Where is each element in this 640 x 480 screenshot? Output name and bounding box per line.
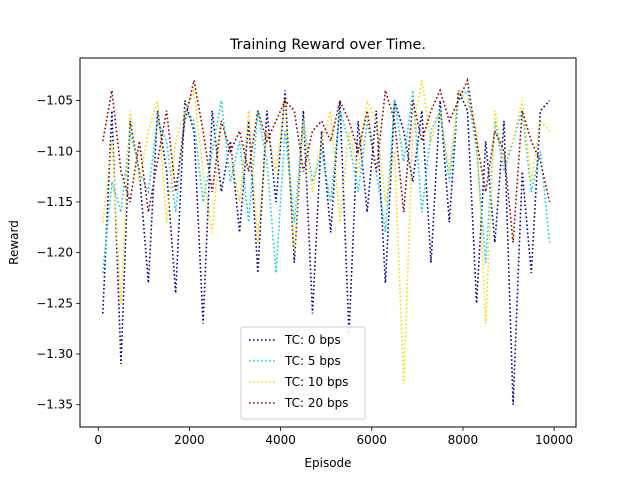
series-line-3 xyxy=(102,80,551,385)
x-tick-label: 6000 xyxy=(356,433,387,447)
x-tick-label: 10000 xyxy=(535,433,573,447)
y-tick-label: −1.05 xyxy=(36,94,73,108)
x-tick-label: 2000 xyxy=(174,433,205,447)
legend-label: TC: 10 bps xyxy=(284,375,348,389)
y-tick-label: −1.10 xyxy=(36,144,73,158)
axes-frame xyxy=(79,57,577,428)
y-tick-label: −1.35 xyxy=(36,398,73,412)
x-tick-label: 4000 xyxy=(265,433,296,447)
series-line-2 xyxy=(102,88,551,273)
y-tick-label: −1.25 xyxy=(36,296,73,310)
x-axis-title: Episode xyxy=(304,456,351,470)
y-tick-label: −1.20 xyxy=(36,246,73,260)
chart-title: Training Reward over Time. xyxy=(229,37,426,53)
y-axis: −1.35 −1.30 −1.25 −1.20 −1.15 −1.10 −1.05 xyxy=(36,94,80,412)
x-axis: 0 2000 4000 6000 8000 10000 xyxy=(94,427,573,447)
x-tick-label: 8000 xyxy=(448,433,479,447)
legend-label: TC: 5 bps xyxy=(284,354,341,368)
legend: TC: 0 bps TC: 5 bps TC: 10 bps TC: 20 bps xyxy=(240,326,366,420)
y-axis-title: Reward xyxy=(7,220,21,265)
series-line-4 xyxy=(102,77,551,243)
legend-box xyxy=(240,326,366,420)
x-tick-label: 0 xyxy=(94,433,102,447)
y-tick-label: −1.30 xyxy=(36,347,73,361)
legend-label: TC: 0 bps xyxy=(284,333,341,347)
y-tick-label: −1.15 xyxy=(36,195,73,209)
series-lines xyxy=(102,77,551,405)
legend-label: TC: 20 bps xyxy=(284,396,348,410)
